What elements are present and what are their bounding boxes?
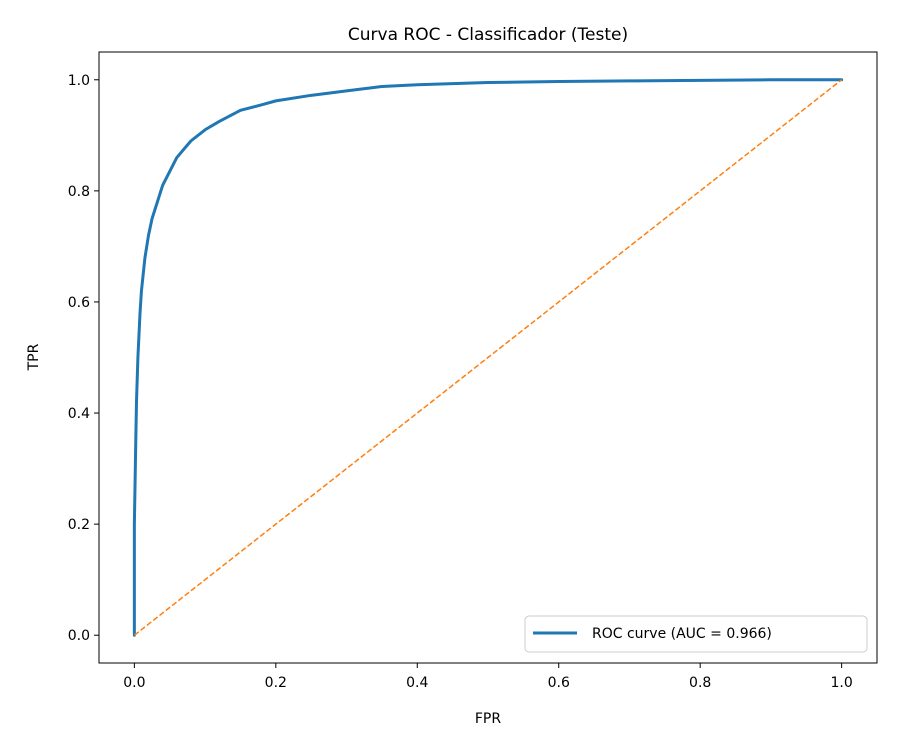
chance-diagonal-line	[133, 79, 843, 636]
y-tick-label: 1.0	[68, 73, 90, 89]
y-tick-label: 0.4	[68, 406, 90, 422]
x-tick-label: 0.0	[123, 675, 145, 691]
y-tick-label: 0.8	[68, 184, 90, 200]
chart-title: Curva ROC - Classificador (Teste)	[348, 25, 628, 45]
plot-frame	[98, 51, 878, 664]
x-tick-label: 0.4	[406, 675, 428, 691]
ticks-layer: 0.0 0.2 0.4 0.6 0.8 1.0 0.0 0.2 0.4 0.6 0.8 1.0	[68, 73, 853, 691]
x-tick-label: 0.8	[689, 675, 711, 691]
roc-curve-line	[132, 78, 844, 637]
y-axis-label: TPR	[26, 343, 42, 371]
x-axis-label: FPR	[475, 711, 501, 727]
y-tick-label: 0.0	[68, 628, 90, 644]
x-tick-label: 0.2	[265, 675, 287, 691]
x-tick-label: 0.6	[548, 675, 570, 691]
legend-box	[524, 615, 868, 653]
y-tick-label: 0.2	[68, 517, 90, 533]
x-tick-label: 1.0	[831, 675, 853, 691]
legend-label-roc: ROC curve (AUC = 0.966)	[592, 626, 772, 642]
y-tick-label: 0.6	[68, 295, 90, 311]
legend: ROC curve (AUC = 0.966)	[524, 615, 868, 653]
series-layer	[132, 78, 844, 637]
